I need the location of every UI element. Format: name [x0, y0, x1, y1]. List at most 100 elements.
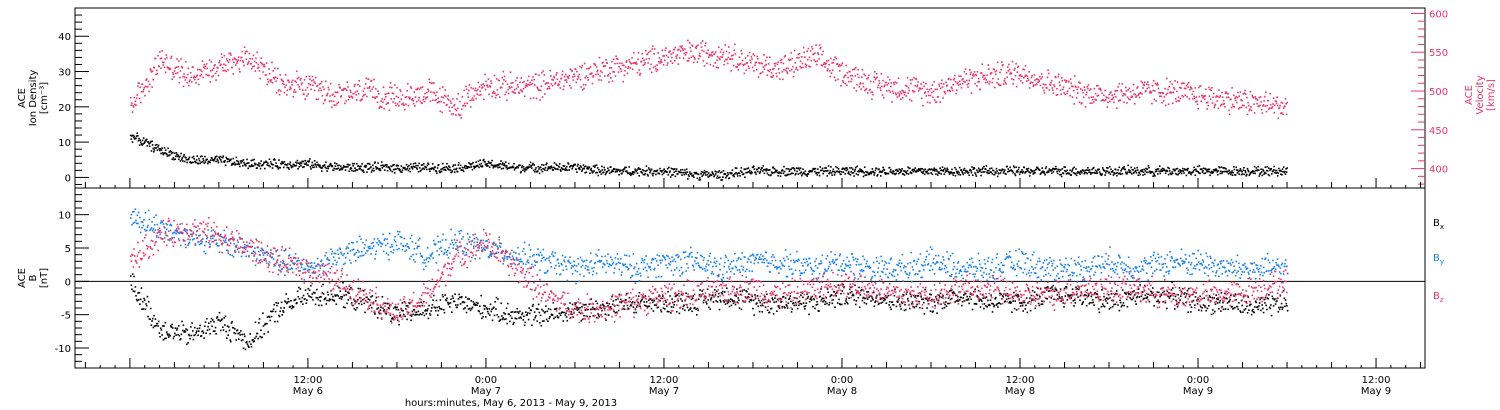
- data-point: [252, 165, 255, 167]
- data-point: [594, 261, 597, 264]
- data-point: [793, 71, 795, 73]
- data-point: [1086, 85, 1089, 88]
- data-point: [1012, 171, 1014, 174]
- data-point: [828, 70, 831, 72]
- data-point: [889, 91, 892, 93]
- data-point: [815, 171, 818, 174]
- data-point: [558, 265, 561, 267]
- data-point: [561, 70, 564, 73]
- data-point: [537, 170, 539, 172]
- data-point: [607, 75, 609, 77]
- data-point: [416, 247, 418, 249]
- data-point: [480, 84, 483, 86]
- data-point: [592, 76, 594, 78]
- data-point: [226, 249, 228, 252]
- data-point: [400, 98, 403, 101]
- data-point: [1187, 167, 1189, 170]
- data-point: [652, 66, 655, 69]
- data-point: [987, 64, 989, 66]
- data-point: [354, 260, 357, 262]
- data-point: [963, 167, 966, 170]
- data-point: [360, 251, 363, 253]
- data-point: [1063, 79, 1066, 81]
- data-point: [955, 168, 957, 171]
- data-point: [946, 167, 948, 170]
- data-point: [919, 87, 921, 89]
- data-point: [952, 174, 954, 176]
- data-point: [299, 79, 302, 81]
- data-point: [964, 68, 967, 70]
- data-point: [687, 178, 689, 180]
- data-point: [232, 73, 235, 75]
- data-point: [958, 166, 961, 169]
- data-point: [153, 150, 155, 153]
- data-point: [229, 254, 231, 256]
- data-point: [512, 82, 514, 84]
- data-point: [288, 168, 290, 170]
- data-point: [321, 167, 324, 169]
- data-point: [1106, 96, 1108, 99]
- data-point: [454, 108, 457, 111]
- data-point: [941, 169, 943, 171]
- data-point: [588, 272, 591, 274]
- data-point: [429, 170, 431, 172]
- data-point: [287, 79, 290, 82]
- data-point: [1000, 68, 1002, 71]
- data-point: [872, 81, 875, 83]
- data-point: [1018, 77, 1020, 80]
- data-point: [1177, 173, 1179, 176]
- data-point: [808, 65, 810, 67]
- data-point: [926, 88, 928, 91]
- data-point: [358, 85, 361, 87]
- data-point: [584, 76, 586, 79]
- data-point: [609, 256, 612, 258]
- data-point: [786, 173, 789, 176]
- data-point: [378, 107, 381, 109]
- data-point: [905, 171, 908, 173]
- data-point: [1066, 92, 1068, 95]
- data-point: [926, 101, 929, 104]
- data-point: [452, 98, 454, 100]
- data-point: [437, 164, 440, 166]
- data-point: [480, 165, 482, 167]
- data-point: [1244, 93, 1247, 95]
- data-point: [1231, 87, 1233, 89]
- data-point: [787, 168, 789, 170]
- data-point: [356, 241, 358, 243]
- data-point: [662, 172, 665, 175]
- data-point: [503, 257, 506, 259]
- data-point: [418, 162, 420, 165]
- data-point: [268, 261, 271, 263]
- data-point: [243, 161, 245, 164]
- data-point: [1115, 89, 1118, 92]
- data-point: [465, 88, 468, 91]
- data-point: [162, 223, 165, 225]
- data-point: [1194, 87, 1197, 89]
- data-point: [268, 164, 270, 167]
- data-point: [768, 70, 770, 73]
- data-point: [150, 69, 152, 72]
- data-point: [141, 227, 143, 229]
- data-point: [863, 172, 865, 174]
- data-point: [440, 246, 442, 249]
- data-point: [135, 97, 138, 99]
- data-point: [970, 170, 972, 172]
- data-point: [890, 82, 893, 84]
- data-point: [389, 86, 391, 88]
- data-point: [513, 251, 515, 253]
- data-point: [1099, 172, 1102, 175]
- data-point: [276, 165, 279, 167]
- data-point: [473, 95, 476, 97]
- data-point: [303, 93, 305, 96]
- data-point: [487, 78, 490, 80]
- data-point: [229, 59, 231, 61]
- data-point: [488, 166, 491, 168]
- data-point: [218, 59, 221, 62]
- data-point: [201, 70, 203, 73]
- data-point: [829, 169, 832, 172]
- data-point: [957, 173, 960, 176]
- data-point: [774, 169, 777, 172]
- data-point: [621, 263, 624, 265]
- data-point: [1198, 172, 1200, 174]
- data-point: [355, 168, 357, 171]
